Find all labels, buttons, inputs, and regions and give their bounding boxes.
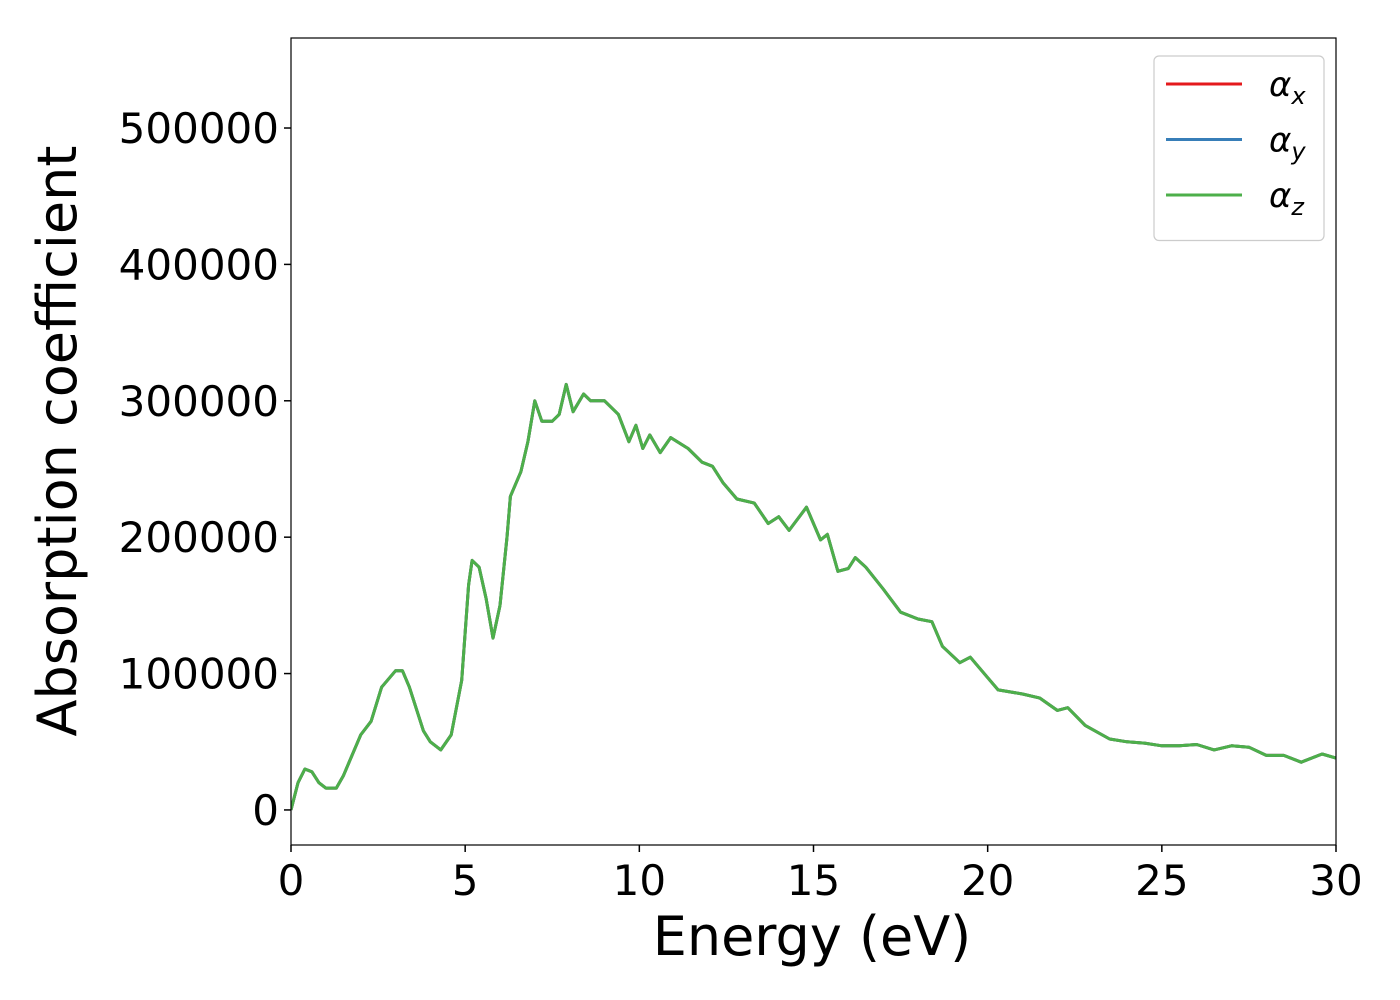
x-tick-label: 20 (961, 856, 1014, 905)
y-tick-label: 500000 (119, 104, 279, 153)
y-axis-label: Absorption coefficient (26, 146, 89, 737)
y-tick-label: 200000 (119, 513, 279, 562)
plot-frame (290, 37, 1337, 846)
legend-label: αx (1269, 65, 1306, 110)
x-tick-label: 10 (613, 856, 666, 905)
y-tick-label: 400000 (119, 240, 279, 289)
x-tick-label: 30 (1309, 856, 1362, 905)
y-tick-label: 0 (252, 786, 279, 835)
x-tick-label: 0 (278, 856, 305, 905)
x-tick-label: 25 (1135, 856, 1188, 905)
x-tick-label: 5 (452, 856, 479, 905)
y-tick-label: 300000 (119, 377, 279, 426)
legend-label: αy (1269, 121, 1306, 166)
x-tick-label: 15 (787, 856, 840, 905)
data-line (291, 382, 1336, 811)
x-axis-label: Energy (eV) (653, 905, 972, 968)
legend-label: αz (1269, 176, 1305, 221)
y-tick-label: 100000 (119, 650, 279, 699)
